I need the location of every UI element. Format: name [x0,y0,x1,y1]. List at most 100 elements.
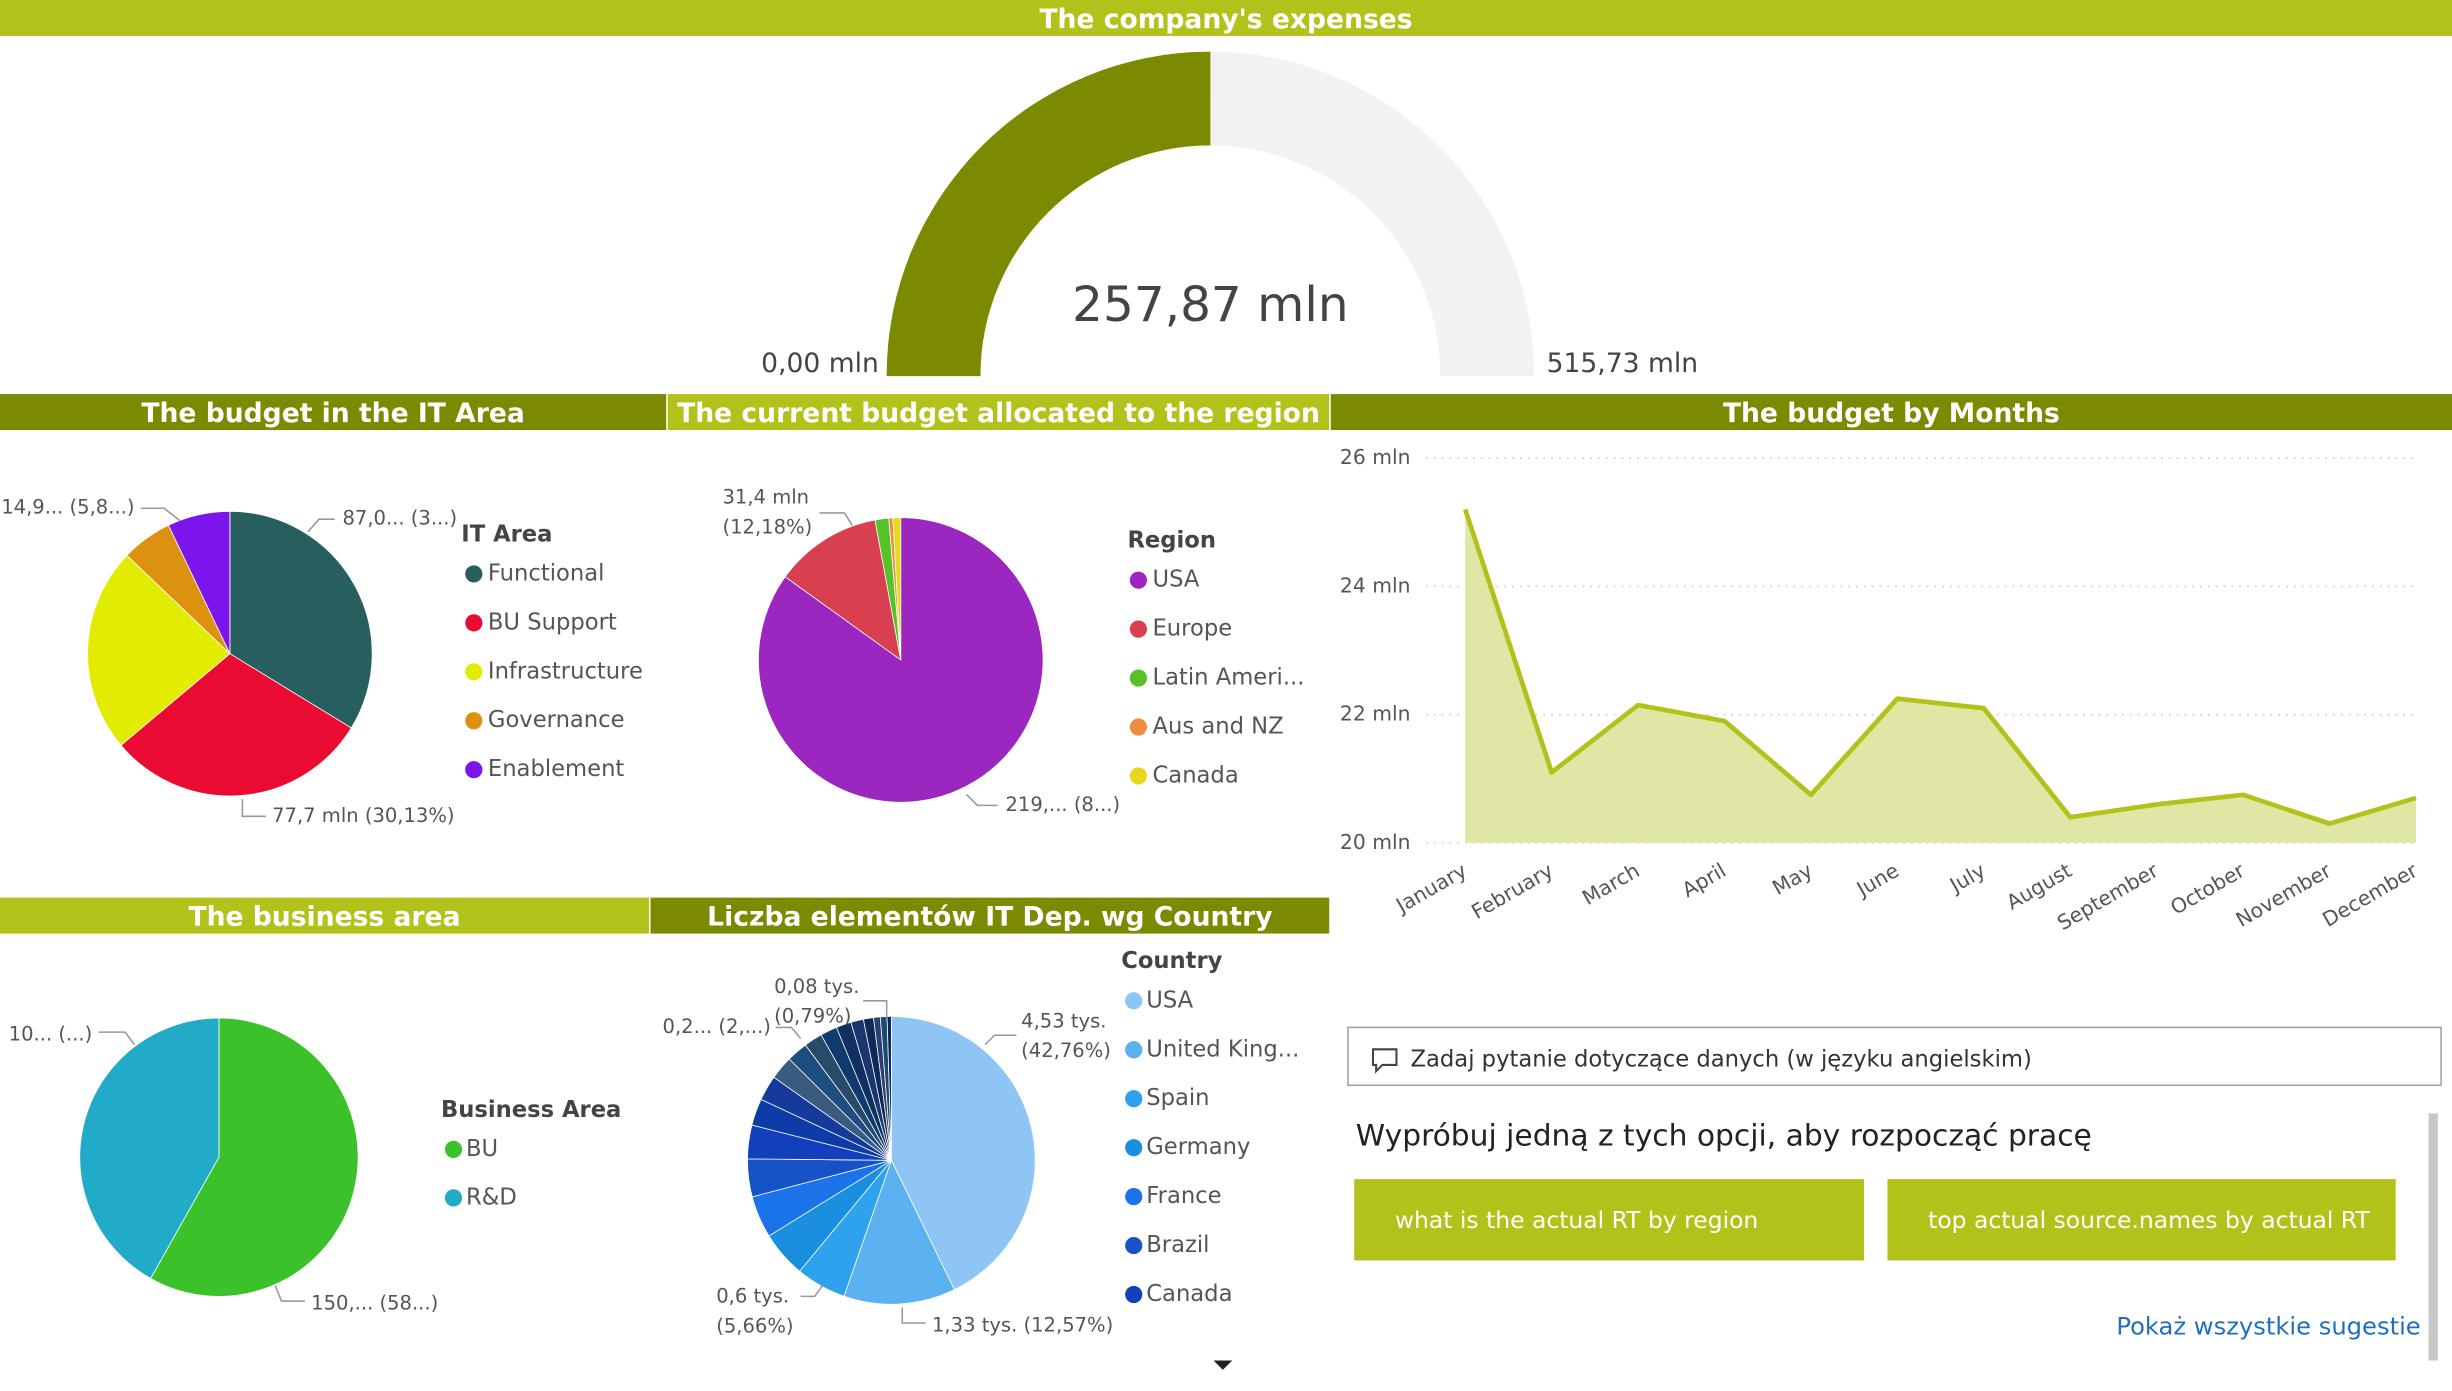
leader-line [775,1026,802,1039]
pie-slice [843,1159,955,1305]
gauge-arc [1210,51,1535,376]
pie-slice [167,510,231,654]
leader-line [274,1285,305,1302]
chart-title: The business area [188,901,460,932]
legend-marker [1129,571,1148,589]
data-label-box: 4,53 tys. (42,76%) [1021,1008,1111,1062]
more-arrow[interactable] [1213,1360,1233,1370]
legend-marker [465,712,483,730]
legend-title: IT Area [461,521,552,547]
title-bar [1330,394,2452,431]
x-tick-label: December [2318,858,2422,932]
suggestion-button[interactable] [1887,1179,2396,1261]
leader-line [241,799,266,818]
leader-line [984,1034,1017,1046]
legend-title: Business Area [441,1097,621,1123]
show-all-link[interactable]: Pokaż wszystkie sugestie [2116,1313,2420,1341]
data-label: 150,... (58...) [311,1292,438,1315]
data-label: 87,0... (3...) [342,507,457,530]
suggestion-text[interactable]: top actual source.names by actual RT [1928,1206,2370,1234]
legend-marker [1125,992,1143,1010]
data-label-box: 0,6 tys. (5,66%) [716,1283,794,1338]
qa-icon [1371,1048,1398,1074]
legend-marker [465,565,483,583]
data-label: 4,53 tys. (42,76%) [1021,1008,1111,1062]
legend-marker [1125,1041,1143,1059]
suggestion-text[interactable]: what is the actual RT by region [1395,1206,1758,1234]
legend-marker [1129,718,1148,736]
pie-slice [758,517,1044,803]
scrollbar[interactable] [2428,1113,2438,1361]
title-bar [0,897,649,934]
data-label: 1,33 tys. (12,57%) [932,1314,1113,1337]
legend-label: Brazil [1146,1232,1209,1258]
area-fill [1465,509,2417,843]
legend-label: Infrastructure [488,658,643,684]
y-tick-label: 20 mln [1340,830,1411,854]
pie-slice [79,1017,220,1279]
leader-line [307,518,335,533]
title-bar [667,394,1330,431]
legend-marker [1125,1188,1143,1206]
data-label: 77,7 mln (30,13%) [272,804,454,827]
legend-marker [465,761,483,779]
gauge-min-label: 0,00 mln [761,348,879,379]
qa-input[interactable] [1347,1026,2442,1087]
legend-marker [1125,1139,1143,1157]
title-bar [0,394,667,431]
data-label-box: 0,08 tys. (0,79%) [774,974,859,1027]
y-tick-label: 22 mln [1340,702,1411,726]
data-label: 14,9... (5,8...) [1,496,134,519]
title-bar [650,897,1330,934]
x-tick-label: April [1678,858,1730,902]
legend-label: USA [1153,567,1200,593]
leader-line [98,1031,136,1046]
legend-marker [444,1140,463,1158]
gauge-arc [886,51,1211,376]
leader-line [140,507,181,522]
chart-title: The company's expenses [1039,4,1412,35]
legend-label: Germany [1146,1134,1250,1160]
legend-marker [465,614,483,632]
gauge-value: 257,87 mln [1072,277,1348,333]
legend-label: Europe [1153,616,1233,642]
pie-slice [890,1016,1036,1291]
legend-title: Region [1127,528,1215,554]
y-tick-label: 24 mln [1340,573,1411,597]
pie-slice [892,517,902,660]
legend-title: Country [1121,948,1222,974]
legend-marker [1129,669,1148,687]
chart-title: Liczba elementów IT Dep. wg Country [707,901,1272,932]
suggestion-button[interactable] [1354,1179,1865,1261]
legend-marker [1125,1285,1143,1304]
legend-label: Governance [488,707,625,733]
qa-heading: Wypróbuj jedną z tych opcji, aby rozpocz… [1356,1118,2092,1153]
leader-line [965,793,998,807]
pie-slice [150,1017,359,1297]
leader-line [863,1000,888,1020]
legend-label: R&D [466,1184,517,1210]
legend-marker [1129,620,1148,638]
data-label: 31,4 mln (12,18%) [722,484,813,538]
x-tick-label: March [1578,858,1644,910]
leader-line [819,512,853,526]
chart-title: The current budget allocated to the regi… [677,398,1320,429]
chart-title: The budget in the IT Area [141,398,524,429]
legend-marker [1125,1236,1143,1255]
qa-placeholder: Zadaj pytanie dotyczące danych (w języku… [1411,1047,2032,1073]
leader-line [800,1284,824,1298]
legend-label: BU Support [488,609,617,635]
x-tick-label: July [1944,858,1989,898]
legend-label: Canada [1146,1281,1232,1307]
data-label-box: 31,4 mln (12,18%) [722,484,813,538]
line [1463,508,2417,826]
pie-slice [87,554,231,746]
legend-marker [465,663,483,681]
legend-label: Enablement [488,756,625,782]
gauge-max-label: 515,73 mln [1547,348,1699,379]
legend-label: Functional [488,560,605,586]
title-bar [0,0,2452,36]
x-tick-label: May [1768,858,1816,900]
data-label: 0,6 tys. (5,66%) [716,1283,794,1338]
